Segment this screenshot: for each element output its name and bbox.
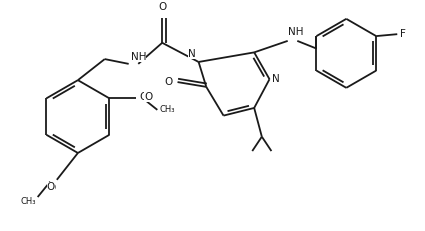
Text: O: O [47, 182, 55, 192]
Text: O: O [164, 77, 173, 87]
Text: NH: NH [130, 52, 146, 62]
Text: CH₃: CH₃ [20, 197, 36, 206]
Text: CH₃: CH₃ [159, 105, 175, 114]
Text: O: O [144, 92, 152, 102]
Text: NH: NH [288, 27, 303, 37]
Text: N: N [188, 49, 196, 59]
Text: N: N [272, 74, 280, 84]
Text: O: O [158, 2, 166, 12]
Text: O: O [139, 92, 147, 102]
Text: F: F [400, 29, 406, 39]
Text: O: O [48, 183, 56, 193]
